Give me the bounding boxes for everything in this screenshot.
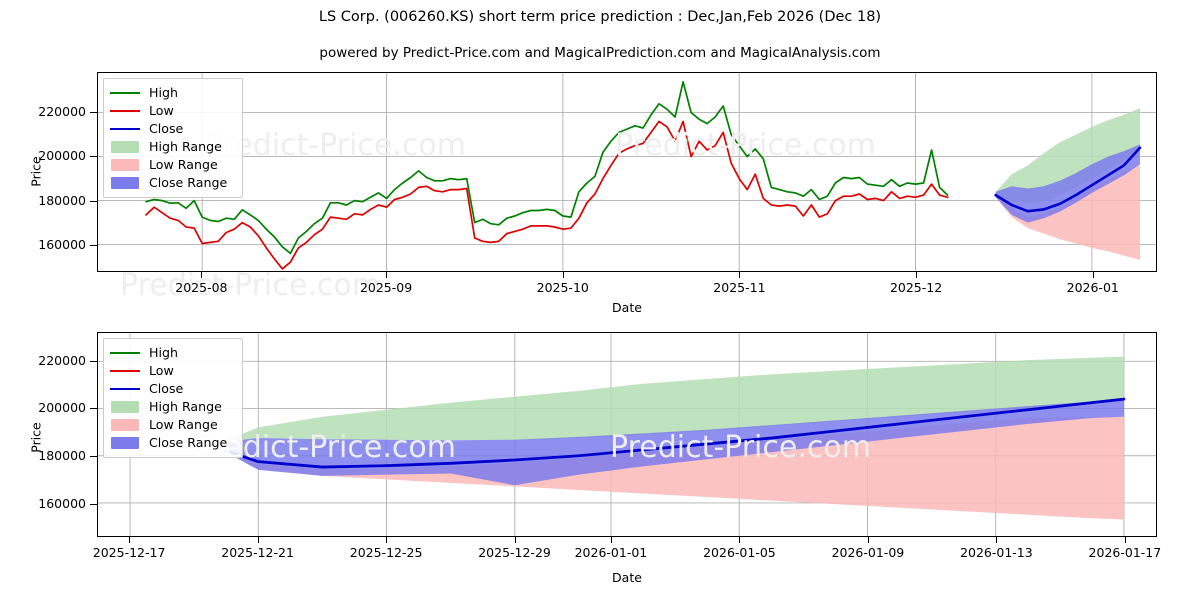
bottom-chart-x-tick-label: 2026-01-13 [960, 545, 1033, 560]
bottom-chart-panel: Price Predict-Price.com Predict-Price.co… [0, 320, 1200, 600]
legend-swatch-line-icon [110, 104, 140, 118]
top-chart-x-tick-mark [1092, 272, 1094, 278]
bottom-chart-legend-item-high[interactable]: High [110, 344, 235, 362]
legend-label: High [149, 85, 178, 100]
top-chart-y-tick-label: 220000 [38, 104, 86, 119]
bottom-chart-y-tick-label: 220000 [38, 352, 86, 368]
bottom-chart-legend-item-low[interactable]: Low [110, 362, 235, 380]
bottom-chart-x-tick-label: 2025-12-21 [221, 545, 294, 560]
legend-label: Low Range [149, 417, 218, 432]
bottom-chart-plot-area [97, 332, 1157, 537]
bottom-chart-legend-item-close[interactable]: Close [110, 380, 235, 398]
legend-label: High Range [149, 399, 222, 414]
bottom-chart-y-tick-mark [90, 455, 97, 457]
bottom-chart-x-tick-label: 2025-12-29 [478, 545, 551, 560]
legend-label: Low Range [149, 157, 218, 172]
top-chart-y-tick-mark [90, 200, 97, 202]
bottom-chart-x-tick-label: 2026-01-17 [1088, 545, 1162, 560]
top-chart-y-tick-label: 200000 [38, 148, 86, 164]
bottom-chart-x-tick-label: 2025-12-17 [92, 545, 166, 560]
legend-swatch-patch-icon [110, 176, 140, 190]
top-chart-y-tick-mark [90, 245, 97, 247]
bottom-chart-y-tick-label: 200000 [38, 400, 86, 416]
legend-label: Close [149, 121, 184, 136]
top-chart-legend-item-low[interactable]: Low [110, 102, 235, 120]
legend-swatch-line-icon [110, 364, 140, 378]
bottom-chart-y-tick-label: 180000 [38, 447, 86, 463]
bottom-chart-x-tick-label: 2025-12-25 [349, 545, 423, 560]
top-chart-x-axis-label: Date [612, 300, 642, 315]
bottom-chart-x-tick-label: 2026-01-09 [831, 545, 905, 560]
top-chart-legend-item-close-range[interactable]: Close Range [110, 174, 235, 192]
top-chart-x-tick-mark [562, 272, 564, 278]
bottom-chart-x-tick-mark [1124, 537, 1126, 543]
top-chart-y-tick-label: 180000 [38, 192, 86, 208]
legend-label: Close Range [149, 175, 228, 190]
page-subtitle: powered by Predict-Price.com and Magical… [319, 45, 881, 61]
legend-label: Close Range [149, 435, 228, 450]
legend-label: Low [149, 103, 174, 118]
top-chart-x-tick-label: 2025-10 [536, 280, 589, 295]
top-chart-x-tick-label: 2025-08 [175, 280, 228, 295]
bottom-chart-y-tick-mark [90, 503, 97, 505]
top-chart-plot-area [97, 72, 1157, 272]
bottom-chart-x-tick-mark [867, 537, 869, 543]
legend-label: Low [149, 363, 174, 378]
bottom-chart-x-tick-mark [129, 537, 131, 543]
top-chart-x-tick-mark [739, 272, 741, 278]
bottom-chart-x-axis-label: Date [612, 570, 642, 585]
bottom-chart-x-tick-mark [386, 537, 388, 543]
legend-swatch-line-icon [110, 122, 140, 136]
top-chart-x-tick-mark [386, 272, 388, 278]
bottom-chart-x-tick-mark [739, 537, 741, 543]
bottom-chart-y-tick-label: 160000 [38, 495, 86, 511]
top-chart-x-tick-label: 2025-12 [889, 280, 943, 295]
legend-label: Close [149, 381, 184, 396]
top-chart-legend-item-close[interactable]: Close [110, 120, 235, 138]
bottom-chart-y-tick-mark [90, 360, 97, 362]
legend-swatch-patch-icon [110, 436, 140, 450]
bottom-chart-legend[interactable]: High Low Close High Range Low Range Close Ran… [103, 338, 243, 458]
top-chart-x-tick-label: 2025-11 [713, 280, 766, 295]
top-chart-legend[interactable]: High Low Close High Range Low Range Close Ran… [103, 78, 243, 198]
bottom-chart-legend-item-close-range[interactable]: Close Range [110, 434, 235, 452]
top-chart-y-tick-mark [90, 156, 97, 158]
legend-swatch-patch-icon [110, 140, 140, 154]
bottom-chart-x-tick-mark [610, 537, 612, 543]
top-chart-panel: Price Predict-Price.com Predict-Price.co… [29, 72, 1157, 315]
bottom-chart-x-tick-label: 2026-01-05 [703, 545, 776, 560]
top-chart-x-tick-label: 2026-01 [1066, 280, 1119, 295]
top-chart-legend-item-low-range[interactable]: Low Range [110, 156, 235, 174]
legend-swatch-patch-icon [110, 400, 140, 414]
bottom-chart-x-tick-mark [996, 537, 998, 543]
bottom-chart-y-tick-mark [90, 408, 97, 410]
top-chart-legend-item-high-range[interactable]: High Range [110, 138, 235, 156]
bottom-chart-x-tick-mark [514, 537, 516, 543]
legend-label: High Range [149, 139, 222, 154]
top-chart-svg [98, 73, 1156, 271]
legend-label: High [149, 345, 178, 360]
top-chart-legend-item-high[interactable]: High [110, 84, 235, 102]
page-title: LS Corp. (006260.KS) short term price pr… [318, 9, 882, 25]
top-chart-y-tick-label: 160000 [38, 237, 86, 253]
legend-swatch-line-icon [110, 346, 140, 360]
top-chart-x-tick-mark [201, 272, 203, 278]
bottom-chart-x-tick-mark [257, 537, 259, 543]
legend-swatch-line-icon [110, 382, 140, 396]
top-chart-y-tick-mark [90, 112, 97, 113]
top-chart-x-tick-mark [916, 272, 918, 278]
top-chart-x-tick-label: 2025-09 [359, 280, 413, 295]
bottom-chart-svg [98, 333, 1156, 536]
bottom-chart-x-tick-label: 2026-01-01 [574, 545, 648, 560]
legend-swatch-line-icon [110, 86, 140, 100]
legend-swatch-patch-icon [110, 418, 140, 432]
bottom-chart-legend-item-high-range[interactable]: High Range [110, 398, 235, 416]
bottom-chart-legend-item-low-range[interactable]: Low Range [110, 416, 235, 434]
legend-swatch-patch-icon [110, 158, 140, 172]
